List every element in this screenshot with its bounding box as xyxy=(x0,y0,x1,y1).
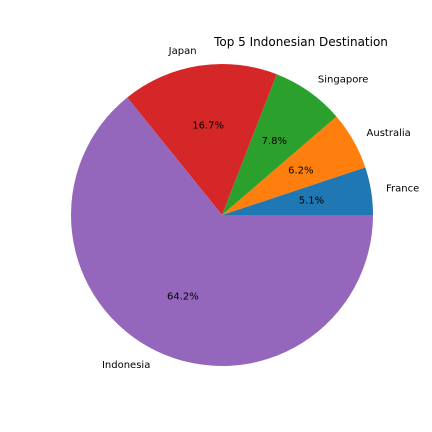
pie-slice-japan xyxy=(127,63,277,215)
pie-slice-singapore xyxy=(222,74,337,215)
slice-percent-indonesia: 64.2% xyxy=(167,292,199,303)
pie-slice-france xyxy=(222,167,373,215)
pie-slice-indonesia xyxy=(71,97,373,367)
slice-percent-singapore: 7.8% xyxy=(262,136,287,147)
slice-label-australia: Australia xyxy=(367,128,411,139)
chart-title: Top 5 Indonesian Destination xyxy=(214,35,388,49)
slice-label-france: France xyxy=(386,184,419,195)
slice-percent-france: 5.1% xyxy=(299,196,324,207)
slice-percent-australia: 6.2% xyxy=(288,165,313,176)
slice-label-singapore: Singapore xyxy=(318,74,368,85)
slice-label-japan: Japan xyxy=(168,46,197,57)
pie-slice-australia xyxy=(222,116,366,215)
slice-percent-japan: 16.7% xyxy=(192,120,224,131)
slice-label-indonesia: Indonesia xyxy=(102,360,150,371)
